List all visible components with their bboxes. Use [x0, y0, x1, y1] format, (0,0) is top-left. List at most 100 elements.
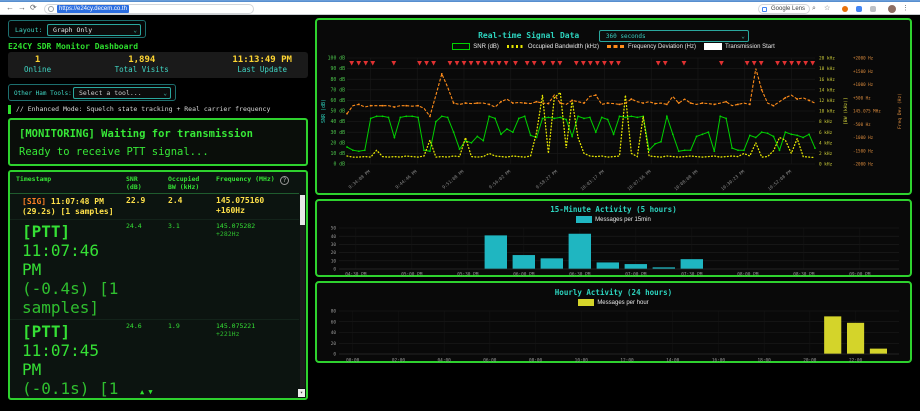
reload-icon[interactable]: ⟳ [30, 2, 37, 14]
extensions-puzzle-icon[interactable] [870, 6, 876, 12]
svg-text:9:56:02 PM: 9:56:02 PM [488, 169, 512, 191]
fifteen-min-activity-panel: 15-Minute Activity (5 hours) Messages pe… [315, 199, 912, 277]
fifteen-min-bar-chart[interactable]: 0102030405004:30 PM05:00 PM05:30 PM06:00… [319, 225, 911, 277]
bar[interactable] [625, 264, 647, 269]
legend-per15-label: Messages per 15min [595, 217, 651, 223]
help-icon[interactable]: ? [280, 176, 289, 185]
extension-icon-orange[interactable] [842, 6, 848, 12]
menu-kebab-icon[interactable]: ⋮ [902, 4, 909, 12]
svg-text:0 dB: 0 dB [333, 162, 345, 168]
row-duration: (29.2s) [1 samples] [22, 207, 114, 216]
svg-text:20 dB: 20 dB [331, 140, 346, 146]
ham-tools-dropdown[interactable]: Select a tool... ⌄ [73, 87, 171, 99]
legend-perhour-label: Messages per hour [597, 300, 648, 306]
url-bar[interactable]: https://e24cy.decem.co.th [44, 4, 254, 14]
layout-dropdown[interactable]: Graph Only ⌄ [47, 24, 141, 36]
svg-text:0 kHz: 0 kHz [819, 162, 833, 168]
table-scrollbar-thumb[interactable] [300, 195, 305, 225]
bar[interactable] [569, 234, 591, 269]
svg-text:+2000 Hz: +2000 Hz [853, 56, 874, 61]
forward-icon[interactable]: → [18, 2, 26, 14]
table-row[interactable]: [PTT] 11:07:46 PM(-0.4s) [1 samples]24.4… [10, 220, 299, 320]
bar[interactable] [847, 323, 864, 354]
svg-text:10:03:17 PM: 10:03:17 PM [580, 169, 606, 193]
bookmark-star-icon[interactable]: ☆ [824, 4, 830, 13]
svg-text:10:07:56 PM: 10:07:56 PM [626, 169, 652, 193]
stat-last-update-label: Last Update [232, 65, 292, 74]
table-row[interactable]: [SIG] 11:07:48 PM(29.2s) [1 samples]22.9… [10, 194, 299, 220]
table-row[interactable]: [PTT] 11:07:45 PM(-0.1s) [1 samples]24.6… [10, 320, 299, 398]
svg-text:07:30 PM: 07:30 PM [681, 272, 703, 278]
svg-text:2 kHz: 2 kHz [819, 151, 833, 157]
bar[interactable] [681, 259, 703, 269]
svg-text:9:58:27 PM: 9:58:27 PM [535, 169, 559, 191]
realtime-signal-panel: Real-time Signal Data 360 seconds ⌄ SNR … [315, 18, 912, 195]
back-icon[interactable]: ← [6, 2, 14, 14]
site-info-icon[interactable] [48, 6, 54, 12]
bar[interactable] [541, 258, 563, 269]
svg-text:90 dB: 90 dB [331, 66, 346, 72]
svg-text:-2000 Hz: -2000 Hz [853, 162, 874, 167]
row-duration: (-0.1s) [1 samples] [22, 379, 118, 398]
stat-total-visits-value: 1,894 [115, 55, 169, 65]
enhanced-mode-note: // Enhanced Mode: Squelch state tracking… [8, 105, 308, 114]
url-text[interactable]: https://e24cy.decem.co.th [57, 5, 129, 13]
layout-label: Layout: [15, 26, 42, 34]
svg-text:10:00: 10:00 [575, 358, 589, 364]
legend-dev: Frequency Deviation (Hz) [607, 43, 696, 50]
svg-text:10 dB: 10 dB [331, 151, 346, 157]
legend-snr: SNR (dB) [452, 43, 499, 50]
range-dropdown-value: 360 seconds [606, 33, 646, 40]
svg-text:10 kHz: 10 kHz [819, 109, 835, 115]
chevron-down-icon: ⌄ [741, 31, 745, 42]
tx-swatch [704, 43, 722, 50]
stat-total-visits: 1,894 Total Visits [115, 55, 169, 75]
svg-text:22:00: 22:00 [849, 358, 863, 364]
svg-text:80 dB: 80 dB [331, 77, 346, 83]
bar[interactable] [824, 316, 841, 354]
svg-text:30 dB: 30 dB [331, 130, 346, 136]
row-frequency: 145.075282+282Hz [216, 222, 299, 238]
stat-last-update-value: 11:13:49 PM [232, 55, 292, 65]
google-lens-button[interactable]: Google Lens [758, 4, 810, 14]
svg-text:20:00: 20:00 [803, 358, 817, 364]
search-icon[interactable]: ⌕ [812, 4, 816, 13]
hourly-bar-chart[interactable]: 02040608000:0002:0004:0006:0008:0010:001… [319, 308, 911, 363]
extension-icon-blue[interactable] [856, 6, 862, 12]
signal-tag: [PTT] [22, 322, 70, 341]
legend-per15: Messages per 15min [576, 216, 651, 223]
signal-tag: [SIG] [22, 197, 46, 206]
row-time: 11:07:48 PM [51, 197, 104, 206]
fifteen-min-legend: Messages per 15min [317, 216, 910, 223]
svg-text:04:00: 04:00 [438, 358, 452, 364]
scrollbar-down-arrow[interactable]: ▾ [298, 389, 305, 397]
bar[interactable] [513, 255, 535, 269]
bw-swatch [507, 45, 525, 48]
row-frequency: 145.075160+160Hz [216, 196, 299, 215]
profile-avatar[interactable] [888, 5, 896, 13]
svg-text:04:30 PM: 04:30 PM [345, 272, 367, 278]
svg-text:12:00: 12:00 [620, 358, 634, 364]
hourly-legend: Messages per hour [317, 299, 910, 306]
svg-text:02:00: 02:00 [392, 358, 406, 364]
signal-line-chart[interactable]: 100 dB90 dB80 dB70 dB60 dB50 dB40 dB30 d… [319, 53, 911, 194]
bar[interactable] [485, 235, 507, 269]
svg-text:07:00 PM: 07:00 PM [625, 272, 647, 278]
bar[interactable] [870, 349, 887, 354]
bar[interactable] [597, 262, 619, 269]
svg-text:14 kHz: 14 kHz [819, 87, 835, 93]
col-frequency: Frequency (MHz) [216, 176, 278, 184]
svg-text:60 dB: 60 dB [331, 98, 346, 104]
ham-tools-label: Other Ham Tools: [14, 90, 72, 97]
range-dropdown[interactable]: 360 seconds ⌄ [599, 30, 749, 42]
svg-text:40: 40 [331, 234, 337, 240]
svg-text:-500 Hz: -500 Hz [853, 122, 871, 127]
row-bw: 3.1 [168, 222, 180, 230]
table-scrollbar[interactable] [300, 195, 305, 388]
svg-text:08:30 PM: 08:30 PM [793, 272, 815, 278]
row-time: 11:07:45 PM [22, 341, 99, 379]
svg-text:6 kHz: 6 kHz [819, 130, 833, 136]
svg-text:50: 50 [331, 226, 337, 232]
row-duration: (-0.4s) [1 samples] [22, 279, 118, 317]
svg-text:-1000 Hz: -1000 Hz [853, 135, 874, 140]
